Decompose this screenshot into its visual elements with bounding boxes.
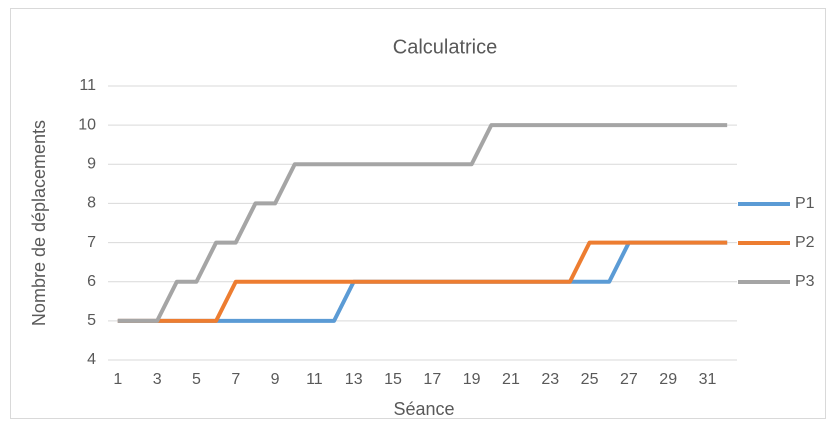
x-tick-label: 17 — [423, 371, 441, 388]
y-tick-label: 7 — [87, 234, 96, 251]
x-tick-label: 3 — [153, 371, 162, 388]
y-tick-label: 9 — [87, 156, 96, 173]
x-tick-label: 1 — [113, 371, 122, 388]
legend-label: P2 — [795, 234, 815, 251]
x-tick-label: 31 — [699, 371, 717, 388]
x-tick-label: 7 — [231, 371, 240, 388]
x-tick-label: 29 — [659, 371, 677, 388]
y-axis-title: Nombre de déplacements — [29, 120, 49, 326]
series-line — [117, 240, 728, 323]
y-tick-label: 6 — [87, 273, 96, 290]
x-tick-label: 27 — [620, 371, 638, 388]
legend-label: P1 — [795, 195, 815, 212]
x-tick-label: 19 — [463, 371, 481, 388]
x-tick-label: 15 — [384, 371, 402, 388]
y-tick-label: 8 — [87, 195, 96, 212]
x-tick-label: 23 — [541, 371, 559, 388]
x-tick-label: 13 — [345, 371, 363, 388]
x-tick-label: 11 — [306, 371, 323, 388]
legend-label: P3 — [795, 273, 815, 290]
y-tick-label: 11 — [79, 77, 96, 94]
chart-border — [10, 8, 826, 419]
x-tick-label: 9 — [271, 371, 280, 388]
y-tick-label: 5 — [87, 312, 96, 329]
chart-title: Calculatrice — [393, 36, 497, 58]
x-tick-label: 21 — [502, 371, 520, 388]
y-tick-label: 10 — [78, 116, 96, 133]
y-tick-label: 4 — [87, 351, 96, 368]
x-tick-label: 5 — [192, 371, 201, 388]
series-line — [117, 123, 728, 323]
x-tick-label: 25 — [581, 371, 599, 388]
x-axis-title: Séance — [393, 399, 454, 419]
